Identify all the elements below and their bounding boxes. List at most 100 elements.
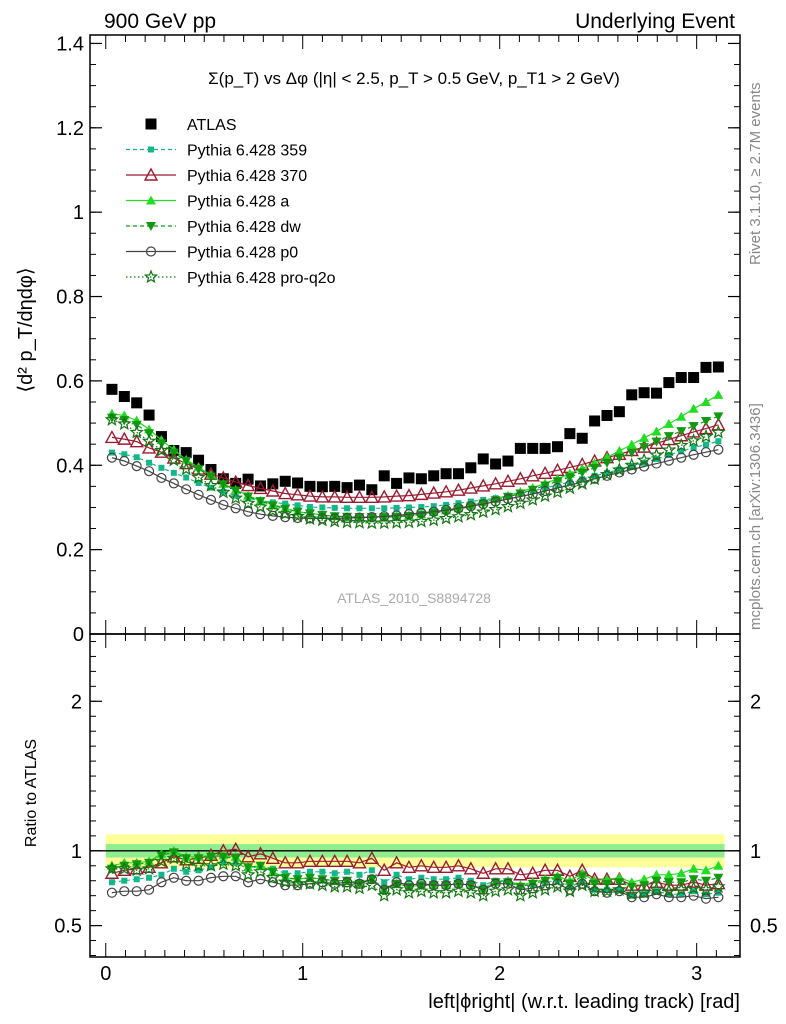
data-point-pythia-6-428-pro-q2o [216, 484, 231, 499]
ratio-point-pythia-6-428-p0 [465, 880, 476, 891]
data-point-pythia-6-428-pro-q2o [352, 514, 367, 529]
series-line-pythia-6-428-p0 [111, 449, 719, 520]
data-point-pythia-6-428-a [700, 396, 711, 406]
ratio-point-pythia-6-428-370 [426, 859, 441, 873]
mcplots-label: mcplots.cern.ch [arXiv:1306.3436] [747, 403, 764, 630]
ratio-point-pythia-6-428-dw [700, 876, 711, 886]
ratio-point-pythia-6-428-370 [265, 850, 281, 865]
ratio-point-pythia-6-428-pro-q2o [463, 885, 479, 899]
ratio-point-pythia-6-428-370 [377, 862, 392, 876]
data-point-pythia-6-428-pro-q2o [401, 514, 417, 529]
ratio-point-pythia-6-428-pro-q2o [636, 885, 652, 899]
data-point-pythia-6-428-dw [205, 472, 216, 482]
ratio-series-pythia-6-428-p0 [106, 871, 724, 904]
data-point-pythia-6-428-359 [331, 504, 338, 511]
data-point-pythia-6-428-pro-q2o [240, 495, 256, 510]
data-point-pythia-6-428-p0 [292, 512, 303, 524]
data-point-pythia-6-428-pro-q2o [661, 442, 677, 457]
ratio-point-pythia-6-428-p0 [292, 880, 303, 891]
data-point-pythia-6-428-p0 [515, 491, 526, 502]
data-point-pythia-6-428-pro-q2o [277, 506, 293, 520]
ratio-point-pythia-6-428-pro-q2o [698, 882, 714, 896]
data-point-pythia-6-428-dw [663, 432, 674, 442]
data-point-pythia-6-428-a [713, 389, 724, 399]
data-point-pythia-6-428-dw [106, 413, 117, 423]
ratio-point-pythia-6-428-a [639, 874, 650, 884]
ratio-point-pythia-6-428-pro-q2o [426, 885, 441, 899]
data-point-pythia-6-428-a [614, 445, 625, 455]
ratio-point-pythia-6-428-pro-q2o [203, 858, 219, 872]
legend-marker-atlas [145, 118, 157, 130]
ratio-point-pythia-6-428-p0 [713, 892, 724, 903]
data-point-pythia-6-428-359 [146, 459, 153, 466]
ratio-point-pythia-6-428-p0 [366, 874, 377, 885]
ratio-series-group [104, 841, 726, 904]
legend-entry-pythia-6-428-359: Pythia 6.428 359 [126, 143, 307, 160]
data-point-pythia-6-428-pro-q2o [612, 462, 627, 477]
data-point-pythia-6-428-370 [278, 486, 293, 500]
data-point-atlas [118, 391, 130, 403]
data-point-pythia-6-428-pro-q2o [414, 513, 429, 528]
data-point-atlas [279, 475, 291, 487]
data-point-pythia-6-428-p0 [527, 488, 538, 500]
ratio-point-pythia-6-428-dw [651, 876, 662, 886]
main-axis-ticks: 0 0.2 0.4 0.6 0.8 1 1.2 1.4 [56, 33, 740, 646]
data-point-pythia-6-428-370 [414, 486, 429, 501]
ratio-frame [89, 633, 741, 958]
ratio-point-pythia-6-428-p0 [230, 871, 241, 882]
data-point-pythia-6-428-p0 [379, 511, 390, 522]
ratio-point-pythia-6-428-p0 [131, 886, 142, 897]
data-point-pythia-6-428-370 [265, 483, 281, 497]
data-point-atlas [589, 415, 601, 427]
data-point-pythia-6-428-p0 [700, 447, 712, 458]
ratio-point-pythia-6-428-370 [364, 850, 380, 865]
ratio-point-pythia-6-428-p0 [700, 893, 712, 904]
ratio-point-pythia-6-428-370 [488, 861, 503, 875]
data-point-pythia-6-428-dw [527, 485, 538, 495]
ratio-point-pythia-6-428-359 [207, 864, 214, 871]
ratio-point-pythia-6-428-359 [393, 871, 400, 878]
main-chart-title: Σ(p_T) vs Δφ (|η| < 2.5, p_T > 0.5 GeV, … [208, 69, 620, 88]
ratio-point-pythia-6-428-359 [195, 867, 202, 874]
ratio-point-pythia-6-428-pro-q2o [661, 883, 677, 898]
data-point-pythia-6-428-359 [195, 479, 202, 486]
ratio-point-pythia-6-428-p0 [478, 884, 489, 895]
ratio-point-pythia-6-428-dw [688, 875, 699, 885]
ratio-y-tick-label: 1 [71, 841, 82, 863]
data-point-pythia-6-428-p0 [230, 503, 241, 514]
main-panel: 0 0.2 0.4 0.6 0.8 1 1.2 1.4 Σ(p_T) vs Δφ (|η| <… [15, 33, 741, 646]
ratio-point-pythia-6-428-pro-q2o [500, 882, 516, 896]
ratio-point-pythia-6-428-p0 [428, 880, 439, 891]
ratio-point-pythia-6-428-p0 [391, 877, 402, 888]
data-point-atlas [502, 455, 514, 467]
data-point-pythia-6-428-359 [133, 454, 140, 461]
ratio-point-pythia-6-428-370 [401, 859, 417, 873]
data-point-pythia-6-428-359 [393, 504, 400, 511]
legend-entry-atlas: ATLAS [145, 117, 237, 134]
legend-entry-pythia-6-428-a: Pythia 6.428 a [126, 194, 289, 211]
ratio-point-pythia-6-428-359 [331, 870, 338, 877]
data-point-pythia-6-428-pro-q2o [129, 424, 144, 439]
data-point-pythia-6-428-pro-q2o [426, 512, 441, 527]
ratio-point-pythia-6-428-dw [119, 861, 130, 871]
ratio-point-pythia-6-428-359 [653, 888, 660, 895]
data-point-pythia-6-428-p0 [218, 499, 229, 511]
main-y-tick-label: 0.2 [56, 540, 84, 562]
data-point-pythia-6-428-370 [463, 480, 479, 494]
data-point-atlas [428, 470, 440, 482]
data-point-pythia-6-428-pro-q2o [550, 484, 565, 499]
data-point-atlas [304, 480, 316, 492]
ratio-point-pythia-6-428-370 [698, 877, 714, 891]
data-point-pythia-6-428-370 [686, 424, 701, 438]
ratio-point-pythia-6-428-pro-q2o [550, 879, 565, 893]
data-point-pythia-6-428-p0 [106, 452, 118, 463]
data-point-atlas [403, 472, 415, 484]
data-point-pythia-6-428-370 [141, 440, 157, 454]
ratio-point-pythia-6-428-pro-q2o [178, 856, 194, 871]
data-point-pythia-6-428-359 [381, 505, 388, 512]
ratio-point-pythia-6-428-359 [455, 874, 462, 881]
data-point-atlas [366, 484, 378, 496]
data-point-pythia-6-428-359 [715, 438, 722, 445]
ratio-point-pythia-6-428-359 [368, 867, 375, 874]
ratio-point-pythia-6-428-dw [577, 872, 588, 882]
